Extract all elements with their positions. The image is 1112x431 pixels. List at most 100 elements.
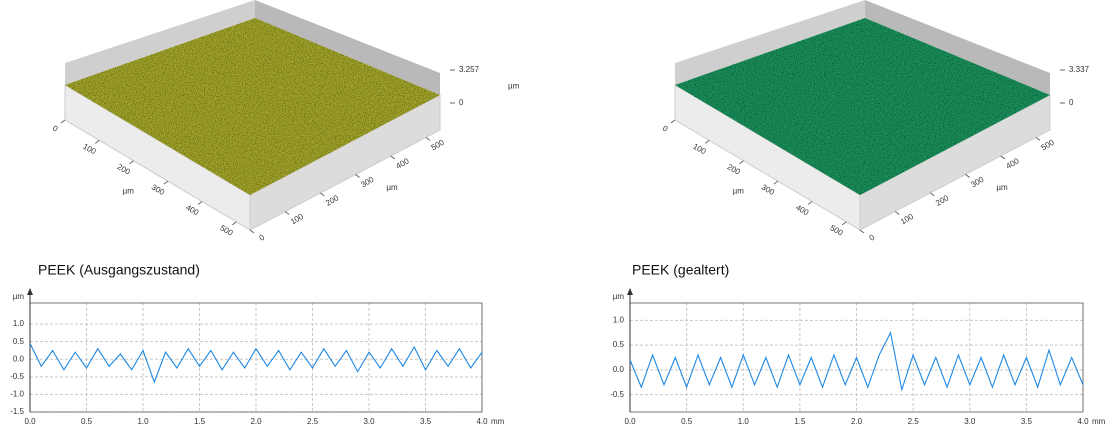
x-tick (807, 201, 813, 205)
x-tick-label: 2.0 (851, 417, 863, 426)
y-tick (249, 229, 255, 234)
x-tick (704, 139, 710, 144)
y-axis-label: µm (386, 183, 398, 192)
x-axis-label: mm (491, 417, 505, 426)
x-tick-label: 2.5 (307, 417, 319, 426)
y-tick-label: 300 (359, 175, 376, 190)
y-tick (390, 155, 396, 160)
y-tick-label: 200 (934, 193, 951, 208)
x-tick (773, 180, 779, 185)
surface (65, 18, 440, 195)
x-tick-label: 1.0 (137, 417, 149, 426)
y-tick-label: 0 (258, 232, 267, 242)
back-wall (675, 0, 865, 85)
axis-arrow (27, 288, 33, 295)
x-tick (94, 139, 100, 144)
y-tick-label: 0.0 (13, 354, 25, 363)
chart-title: PEEK (Ausgangszustand) (38, 262, 200, 278)
y-tick (859, 229, 865, 234)
x-tick (670, 119, 676, 124)
profile-line (629, 331, 1084, 392)
x-axis-label: µm (123, 187, 135, 196)
y-tick-label: -0.5 (10, 372, 24, 381)
x-tick-label: 0.5 (81, 417, 93, 426)
y-tick-label: 300 (969, 175, 986, 190)
x-tick-label: 500 (218, 223, 235, 238)
x-tick (197, 201, 203, 205)
x-tick-label: 100 (81, 142, 98, 157)
y-tick-label: 0.5 (613, 340, 625, 349)
x-tick-label: 400 (184, 203, 201, 218)
y-tick-label: 200 (324, 193, 341, 208)
y-tick (930, 192, 935, 197)
x-tick-label: 200 (116, 162, 133, 177)
y-tick (1000, 155, 1006, 160)
x-tick-label: 2.0 (250, 417, 262, 426)
y-tick-label: 0.5 (13, 337, 25, 346)
x-tick (163, 180, 169, 185)
y-tick-label: 0 (868, 232, 877, 242)
back-wall (65, 0, 255, 85)
y-tick-label: 500 (430, 138, 447, 153)
z-tick-label: 3.337 (1069, 65, 1090, 74)
x-tick-label: 0 (661, 124, 670, 134)
y-tick-label: 400 (395, 156, 412, 171)
x-tick-label: 1.0 (738, 417, 750, 426)
profile-line (29, 343, 483, 384)
x-tick-label: 1.5 (194, 417, 206, 426)
back-wall (865, 0, 1050, 95)
x-tick-label: 200 (726, 162, 743, 177)
x-tick-label: 0 (51, 124, 60, 134)
surface (675, 18, 1050, 195)
x-tick-label: 3.0 (363, 417, 375, 426)
z-axis-label: µm (508, 82, 520, 91)
x-tick (129, 160, 134, 165)
y-tick-label: -0.5 (610, 390, 624, 399)
x-tick-label: 100 (691, 142, 708, 157)
x-tick-label: 3.5 (420, 417, 432, 426)
y-tick-label: -1.5 (10, 407, 24, 416)
x-tick-label: 4.0 (1077, 417, 1089, 426)
y-axis-label: µm (996, 183, 1008, 192)
x-axis-label: mm (1092, 417, 1106, 426)
chart-title: PEEK (gealtert) (632, 262, 729, 278)
x-tick (231, 221, 237, 226)
y-tick-label: 1.0 (13, 319, 25, 328)
y-tick-label: 100 (899, 212, 916, 227)
x-tick-label: 400 (794, 203, 811, 218)
y-tick-label: 100 (289, 212, 306, 227)
x-tick-label: 300 (760, 183, 777, 198)
x-tick-label: 0.5 (681, 417, 693, 426)
z-tick-label: 0 (1069, 98, 1074, 107)
y-tick-label: 500 (1040, 138, 1057, 153)
x-tick-label: 0.0 (24, 417, 36, 426)
y-axis-label: µm (613, 292, 625, 301)
x-tick (60, 119, 66, 124)
y-tick (1035, 137, 1041, 141)
side-face (859, 94, 1051, 231)
y-tick (284, 211, 290, 215)
y-tick (965, 174, 970, 178)
z-tick-label: 3.257 (459, 65, 480, 74)
y-tick (355, 174, 360, 178)
z-tick-label: 0 (459, 98, 464, 107)
y-tick-label: 0.0 (613, 365, 625, 374)
x-tick-label: 500 (828, 223, 845, 238)
x-tick (841, 221, 847, 226)
x-axis-label: µm (733, 187, 745, 196)
x-tick-label: 0.0 (624, 417, 636, 426)
axis-arrow (627, 288, 633, 295)
x-tick-label: 3.5 (1021, 417, 1033, 426)
y-tick-label: 1.0 (613, 315, 625, 324)
back-wall (255, 0, 440, 95)
x-tick-label: 3.0 (964, 417, 976, 426)
y-tick-label: -1.0 (10, 390, 24, 399)
y-axis-label: µm (13, 292, 25, 301)
y-tick (425, 137, 431, 141)
x-tick (739, 160, 744, 165)
y-tick-label: 400 (1005, 156, 1022, 171)
x-tick-label: 1.5 (794, 417, 806, 426)
x-tick-label: 300 (150, 183, 167, 198)
x-tick-label: 4.0 (476, 417, 488, 426)
